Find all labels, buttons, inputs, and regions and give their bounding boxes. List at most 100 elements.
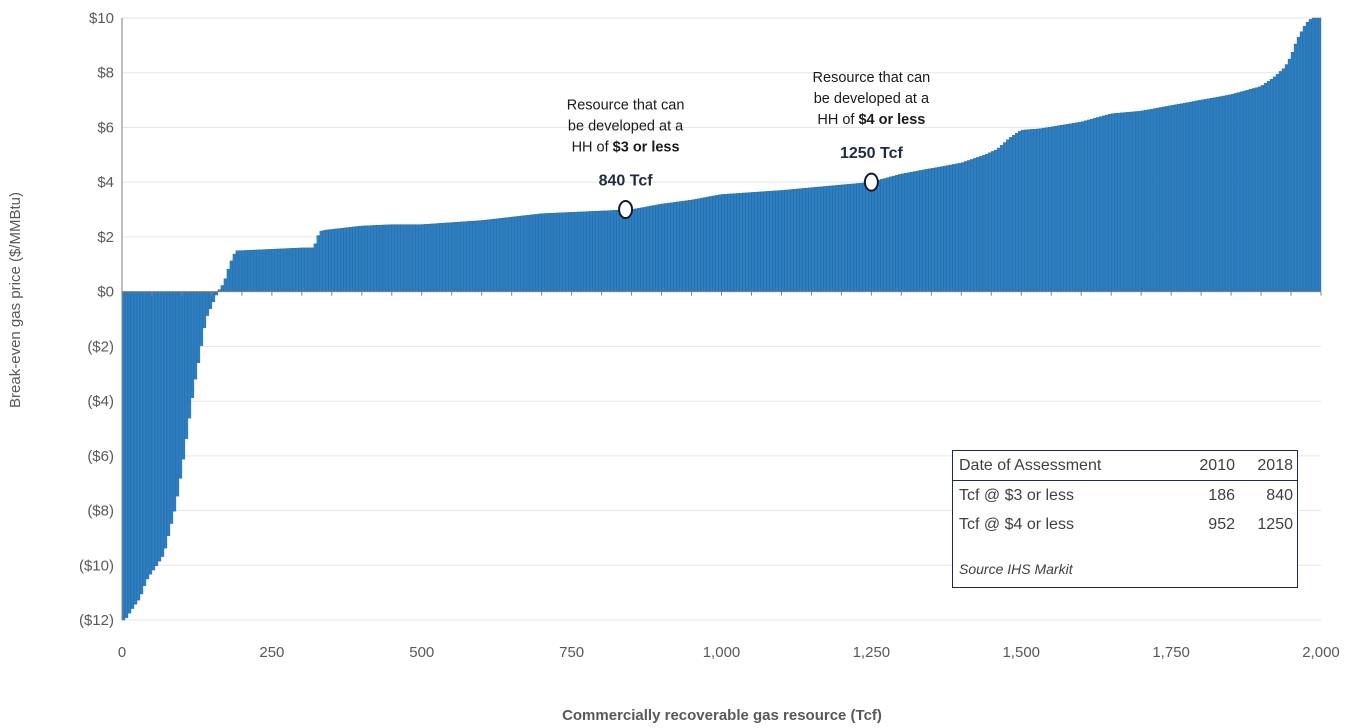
bar bbox=[793, 188, 797, 292]
bar bbox=[1308, 19, 1313, 292]
bar bbox=[616, 209, 620, 292]
bar bbox=[991, 151, 995, 292]
bar bbox=[865, 182, 869, 292]
bar bbox=[523, 215, 527, 292]
bar bbox=[1033, 128, 1037, 292]
bar bbox=[286, 248, 291, 292]
bar bbox=[1173, 104, 1178, 292]
bar bbox=[511, 216, 515, 292]
bar bbox=[445, 222, 449, 292]
annotation-segment: HH of bbox=[572, 140, 613, 156]
header-label: Date of Assessment bbox=[959, 456, 1102, 474]
bar bbox=[901, 173, 905, 292]
bar bbox=[172, 291, 177, 512]
bar bbox=[886, 177, 890, 292]
bar bbox=[739, 192, 743, 292]
bar bbox=[280, 248, 285, 292]
bar bbox=[772, 190, 776, 292]
bar bbox=[1137, 110, 1142, 292]
bar bbox=[199, 291, 204, 346]
bar bbox=[1218, 96, 1223, 292]
bar bbox=[1212, 97, 1217, 292]
bar bbox=[472, 220, 476, 292]
bar bbox=[586, 211, 590, 292]
y-tick-label: ($2) bbox=[87, 338, 114, 355]
bar bbox=[493, 218, 497, 292]
bar bbox=[529, 214, 533, 292]
bar bbox=[745, 192, 749, 292]
bar bbox=[661, 203, 665, 292]
bar bbox=[400, 224, 404, 292]
y-tick-label: ($12) bbox=[79, 612, 114, 629]
bar bbox=[1224, 95, 1229, 292]
bar bbox=[1006, 139, 1010, 292]
bar bbox=[244, 250, 249, 292]
bar bbox=[268, 249, 273, 292]
bar bbox=[430, 223, 434, 292]
header-col-2018: 2018 bbox=[1257, 456, 1293, 474]
bar bbox=[583, 211, 587, 292]
bar bbox=[1176, 104, 1181, 292]
marker-three-dollar bbox=[618, 200, 634, 220]
bar bbox=[1164, 106, 1169, 292]
source-note: Source IHS Markit bbox=[959, 561, 1073, 577]
bar bbox=[331, 229, 335, 292]
bar bbox=[826, 185, 830, 292]
bar bbox=[139, 291, 144, 595]
bar bbox=[307, 247, 312, 292]
annotation-line: be developed at a bbox=[568, 119, 684, 135]
bar bbox=[226, 268, 231, 292]
bar bbox=[1203, 99, 1208, 292]
bar bbox=[370, 225, 374, 292]
bar bbox=[1302, 26, 1307, 292]
bar bbox=[328, 229, 333, 292]
y-tick-label: $6 bbox=[97, 119, 114, 136]
bar bbox=[898, 174, 902, 292]
bar bbox=[142, 291, 147, 586]
callout-four-dollar: 1250 Tcf bbox=[840, 145, 904, 162]
bar bbox=[1215, 96, 1220, 292]
bar bbox=[424, 224, 428, 292]
bar bbox=[964, 161, 968, 292]
x-tick-label: 2,000 bbox=[1302, 644, 1340, 661]
bar bbox=[454, 222, 458, 292]
x-tick-label: 1,000 bbox=[703, 644, 741, 661]
bar bbox=[1299, 31, 1304, 292]
bar bbox=[622, 209, 626, 292]
bar bbox=[862, 182, 866, 292]
bar bbox=[1036, 128, 1040, 292]
bar bbox=[748, 192, 752, 292]
row-label: Tcf @ $3 or less bbox=[959, 486, 1074, 504]
bar bbox=[175, 291, 180, 497]
bar bbox=[970, 159, 974, 292]
bar bbox=[1045, 127, 1049, 292]
bar bbox=[925, 169, 929, 292]
bar bbox=[310, 247, 315, 292]
bar bbox=[985, 153, 989, 292]
bar bbox=[1000, 145, 1004, 292]
bar bbox=[694, 198, 698, 292]
x-axis-title: Commercially recoverable gas resource (T… bbox=[562, 707, 882, 724]
bar bbox=[835, 185, 839, 292]
bar bbox=[844, 184, 848, 292]
bar bbox=[553, 212, 557, 292]
bar bbox=[766, 191, 770, 292]
bar bbox=[1245, 89, 1250, 292]
bar bbox=[394, 224, 398, 292]
bars bbox=[121, 17, 1322, 621]
bar bbox=[589, 211, 593, 292]
bar bbox=[220, 285, 225, 292]
bar bbox=[682, 200, 686, 292]
bar bbox=[805, 187, 809, 292]
annotation-line: be developed at a bbox=[814, 91, 930, 107]
bar bbox=[487, 219, 491, 292]
bar bbox=[904, 172, 908, 292]
bar bbox=[1054, 125, 1058, 292]
bar bbox=[475, 220, 479, 292]
bar bbox=[433, 223, 437, 292]
bar bbox=[490, 219, 494, 292]
bar bbox=[577, 211, 581, 292]
bar bbox=[871, 181, 875, 292]
bar bbox=[556, 212, 560, 292]
bar bbox=[751, 192, 755, 292]
